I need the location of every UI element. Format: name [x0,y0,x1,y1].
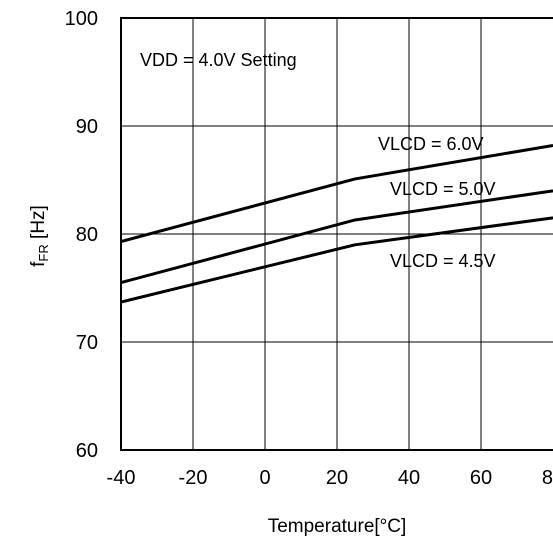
series-labels: VLCD = 6.0V VLCD = 5.0V VLCD = 4.5V [378,134,496,271]
series-lines [120,143,553,304]
series-line-1 [120,189,553,285]
x-tick-label: 40 [398,467,420,489]
series-label-0: VLCD = 6.0V [378,134,484,154]
series-label-2: VLCD = 4.5V [390,251,496,271]
y-axis-label-unit: [Hz] [28,205,49,244]
x-tick-label: 80 [542,467,553,489]
series-line-2 [120,216,553,304]
y-axis-label-subscript: FR [36,244,51,261]
series-label-1: VLCD = 5.0V [390,179,496,199]
series-line-0 [120,143,553,244]
y-axis-label-main: f [28,261,49,267]
y-tick-label: 80 [76,224,98,246]
y-tick-labels: 60 70 80 90 100 [65,8,98,462]
plot-frame [120,17,553,451]
grid-lines [121,18,553,450]
x-tick-labels: -40 -20 0 20 40 60 80 [107,467,553,489]
x-tick-label: 0 [259,467,270,489]
y-axis-label: fFR [Hz] [28,205,51,267]
annotation-vdd-setting: VDD = 4.0V Setting [140,50,297,70]
y-tick-label: 60 [76,440,98,462]
x-tick-label: 60 [470,467,492,489]
x-tick-label: 20 [326,467,348,489]
y-tick-label: 100 [65,8,98,30]
y-tick-label: 90 [76,116,98,138]
x-tick-label: -40 [107,467,136,489]
x-axis-label: Temperature[°C] [268,516,407,537]
x-tick-label: -20 [179,467,208,489]
y-tick-label: 70 [76,332,98,354]
